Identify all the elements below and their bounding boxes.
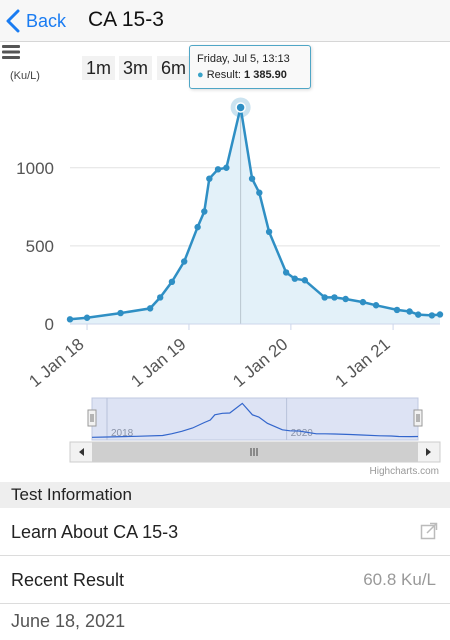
back-label: Back [26, 10, 67, 31]
navigator-series [91, 402, 419, 438]
highcharts-credits[interactable]: Highcharts.com [370, 466, 439, 477]
navigator-mask [91, 397, 419, 441]
y-tick-label: 0 [45, 315, 54, 334]
page-title: CA 15-3 [88, 8, 164, 31]
recent-result-row: Recent Result 60.8 Ku/L [0, 556, 450, 604]
data-point [117, 309, 124, 317]
data-point [428, 312, 436, 319]
tooltip-result: ● Result: 1 385.90 [197, 67, 303, 83]
data-point [181, 258, 188, 265]
data-point [168, 278, 176, 286]
navigator-left-handle[interactable] [87, 409, 97, 427]
chart-menu-icon[interactable] [0, 42, 22, 62]
data-point [415, 311, 422, 318]
data-point [321, 294, 328, 301]
data-point [359, 298, 367, 306]
recent-result-label: Recent Result [11, 570, 125, 590]
data-point [436, 311, 444, 318]
navigator-tick-label: 2020 [291, 428, 314, 439]
series-area [70, 107, 440, 325]
scrollbar-thumb[interactable] [92, 442, 418, 462]
data-point [256, 189, 263, 196]
data-point [372, 302, 380, 309]
scroll-right-arrow-icon[interactable] [426, 448, 431, 456]
learn-about-label: Learn About CA 15-3 [11, 522, 179, 542]
highlight-point [235, 102, 246, 113]
data-point [146, 305, 154, 312]
data-point [201, 208, 208, 215]
range-button-6m[interactable]: 6m [157, 56, 191, 80]
recent-result-value: 60.8 Ku/L [363, 570, 436, 589]
x-tick-label: 1 Jan 19 [127, 335, 189, 391]
chart-svg: (Ku/L) 0 500 1000 1 Jan 18 1 Jan 19 1 Jan 20… [10, 70, 444, 477]
data-point [66, 316, 74, 323]
data-point [331, 294, 338, 301]
y-tick-label: 500 [26, 237, 54, 256]
navigator-tick-label: 2018 [111, 428, 134, 439]
data-point [282, 269, 290, 276]
navigator-right-handle[interactable] [413, 409, 423, 427]
x-tick-label: 1 Jan 18 [25, 335, 87, 391]
x-tick-label: 1 Jan 21 [331, 335, 393, 391]
data-point [393, 306, 401, 314]
range-button-1m[interactable]: 1m [82, 56, 116, 80]
learn-about-row[interactable]: Learn About CA 15-3 [0, 508, 450, 556]
data-point [248, 175, 256, 182]
tooltip-date: Friday, Jul 5, 13:13 [197, 53, 290, 65]
tooltip-value: 1 385.90 [244, 69, 287, 81]
data-point [194, 223, 201, 231]
recent-result-date: June 18, 2021 [11, 611, 126, 631]
tooltip-dot-icon: ● [197, 69, 204, 81]
data-point [406, 308, 413, 315]
back-button[interactable]: Back [6, 6, 66, 36]
data-point [301, 277, 309, 284]
y-tick-label: 1000 [16, 159, 54, 178]
external-link-icon [420, 522, 438, 540]
x-tick-label: 1 Jan 20 [229, 335, 291, 391]
data-point [156, 294, 164, 301]
data-point [83, 314, 91, 321]
data-point [206, 175, 213, 182]
test-information-header: Test Information [0, 482, 450, 508]
chart-tooltip: Friday, Jul 5, 13:13 ● Result: 1 385.90 [189, 45, 311, 89]
data-point [291, 275, 298, 282]
chart-container: (Ku/L) 0 500 1000 1 Jan 18 1 Jan 19 1 Jan 20… [0, 42, 450, 482]
data-point [223, 164, 230, 171]
range-button-3m[interactable]: 3m [119, 56, 153, 80]
y-axis-label: (Ku/L) [10, 70, 40, 82]
chevron-left-icon [6, 9, 20, 33]
data-point [265, 228, 273, 236]
nav-bar: Back CA 15-3 [0, 0, 450, 42]
tooltip-label: Result: [206, 69, 241, 81]
scroll-left-arrow-icon[interactable] [79, 448, 84, 456]
recent-result-date-row: June 18, 2021 [0, 604, 450, 640]
data-point [342, 295, 349, 303]
data-point [214, 166, 222, 173]
